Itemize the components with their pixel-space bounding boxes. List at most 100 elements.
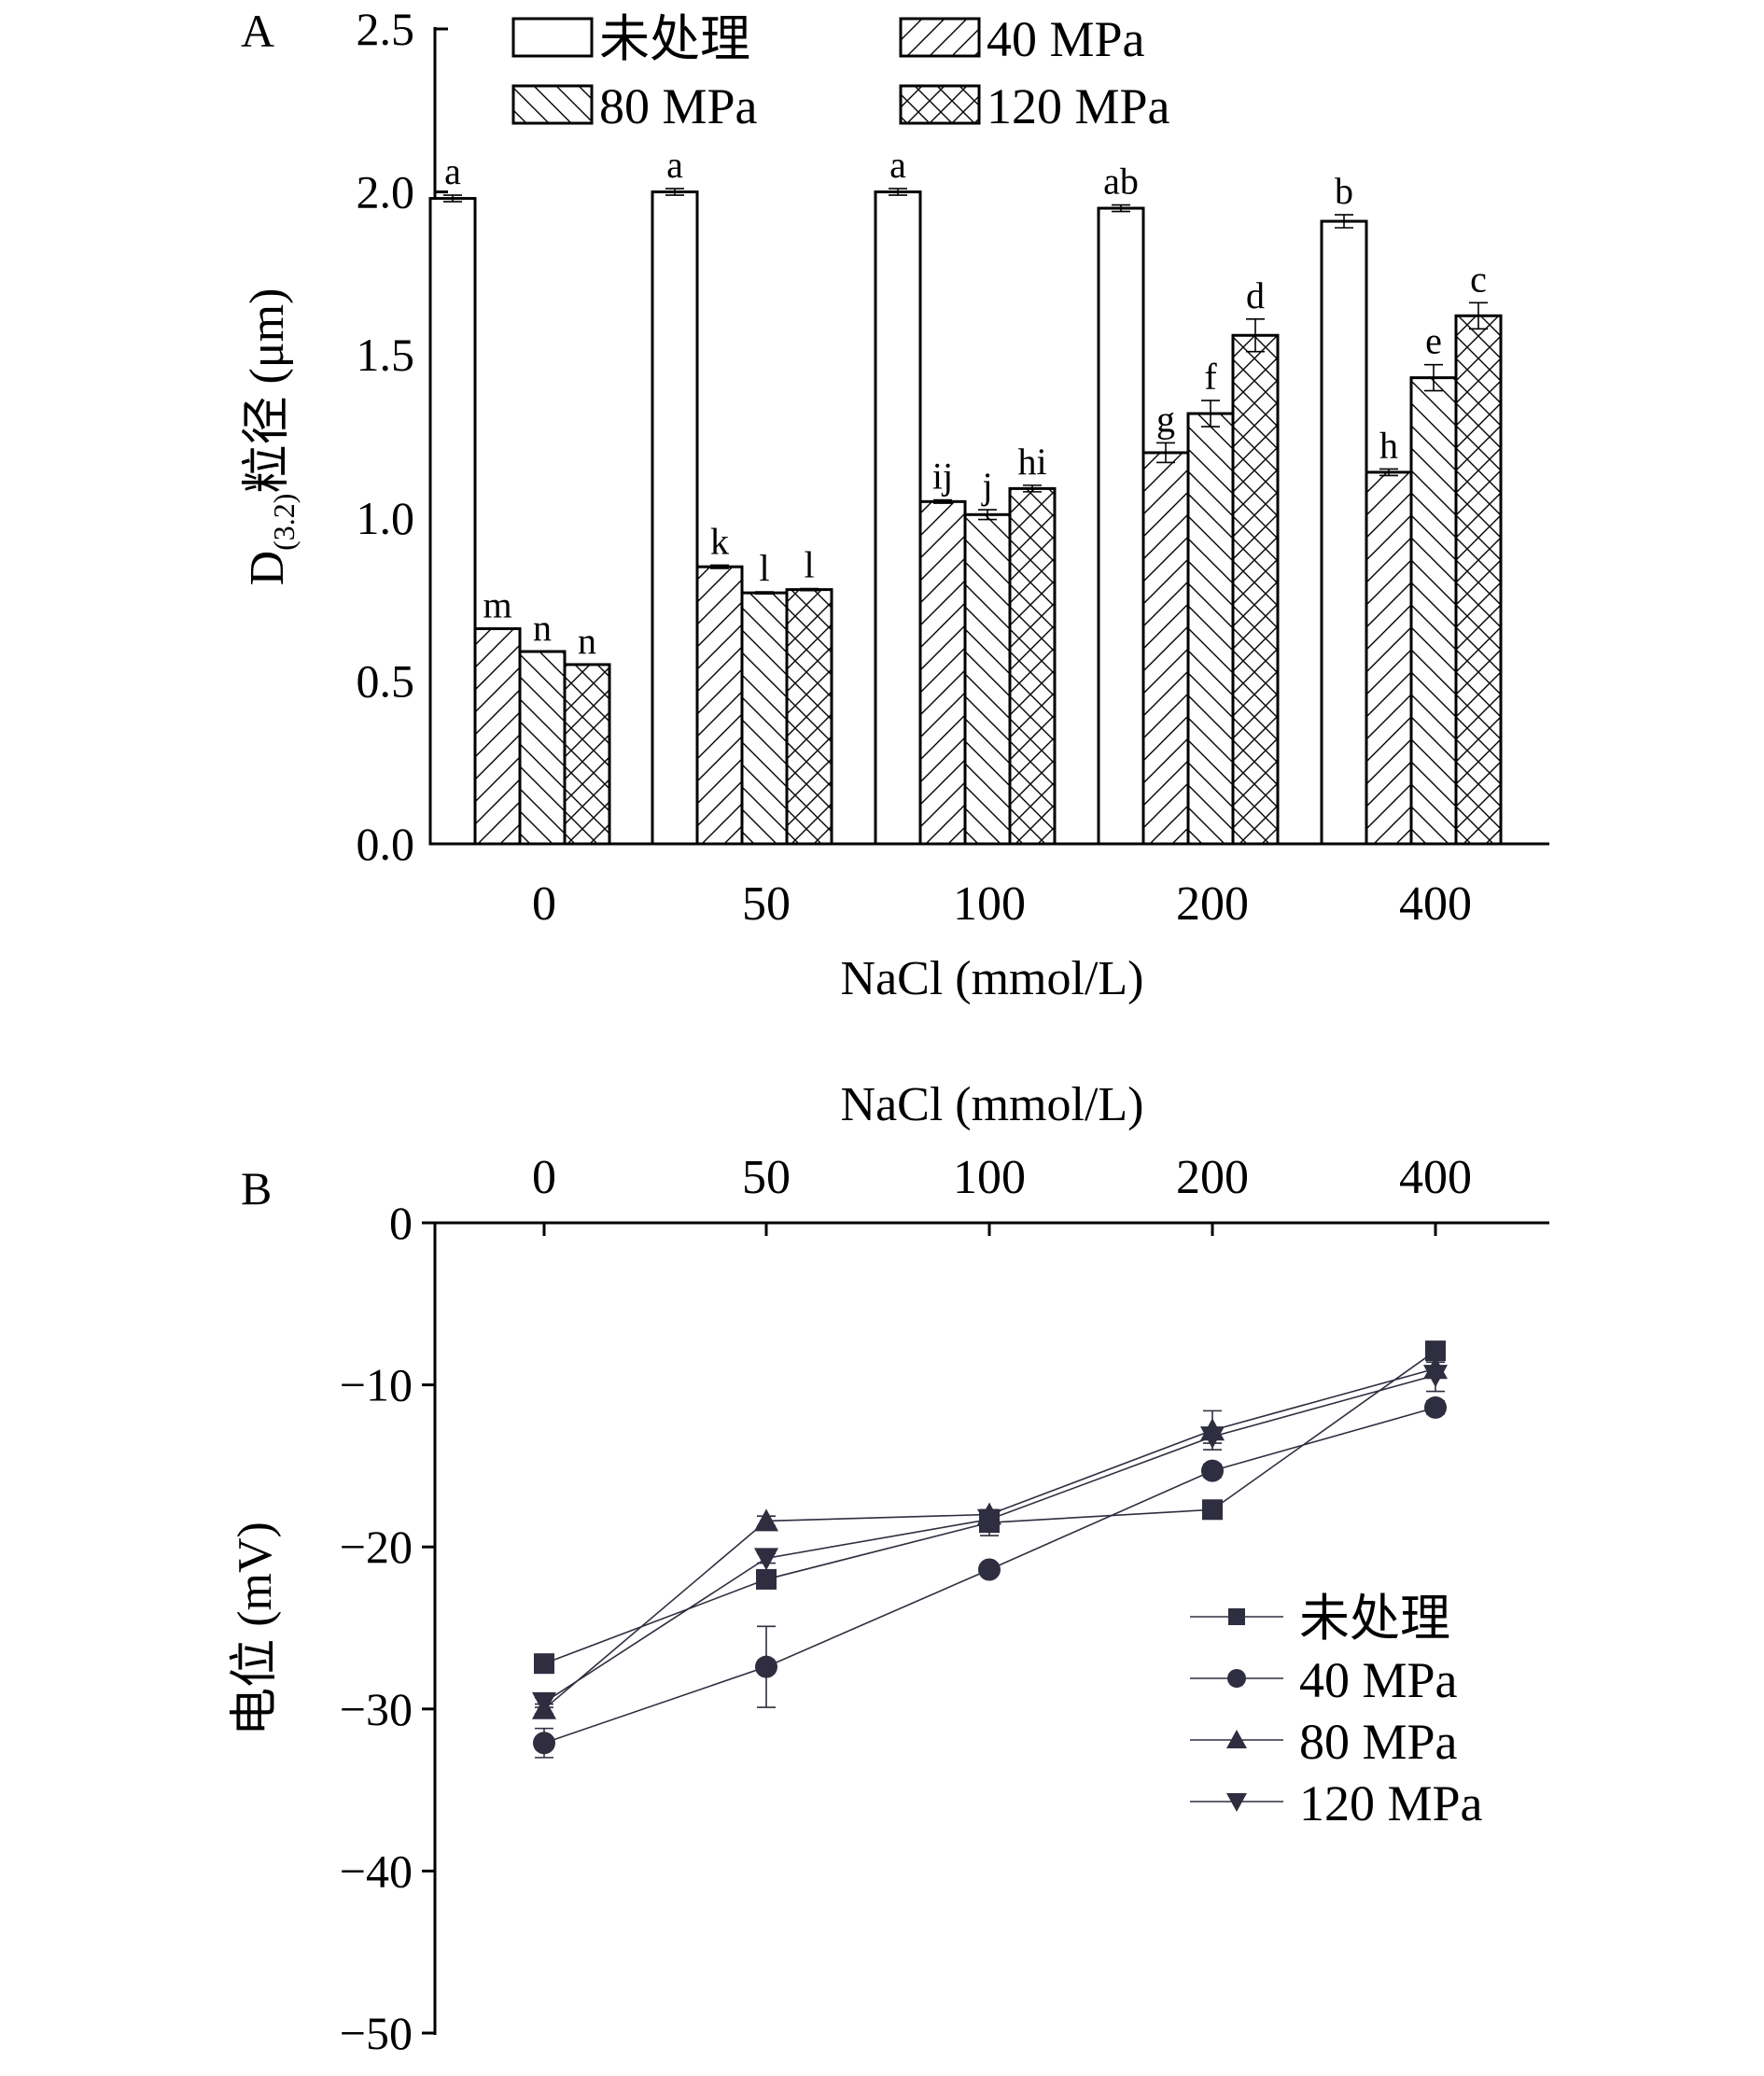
marker-circle	[533, 1732, 555, 1755]
y-tick-label: 0.5	[357, 654, 415, 707]
bar-untreated	[874, 190, 922, 846]
significance-label: b	[1335, 170, 1353, 212]
x-tick-label: 200	[1176, 877, 1249, 931]
bar-120-mpa	[1008, 486, 1057, 846]
legend-label: 未处理	[1299, 1591, 1450, 1647]
legend-label: 未处理	[599, 11, 750, 67]
x-tick-label: 50	[742, 877, 791, 931]
x-tick-label: 400	[1399, 1151, 1472, 1204]
panel-a-y-axis-label: D(3.2)粒径 (μm)	[241, 288, 301, 586]
bar-40-mpa	[695, 565, 744, 846]
marker-triangle-down	[532, 1691, 556, 1715]
marker-circle	[755, 1655, 777, 1678]
significance-label: a	[666, 144, 683, 186]
legend-item-80-mpa: 80 MPa	[1190, 1714, 1458, 1770]
significance-label: n	[533, 607, 552, 649]
legend-label: 120 MPa	[987, 78, 1170, 134]
x-tick-label: 100	[953, 877, 1026, 931]
marker-triangle-up	[1226, 1730, 1247, 1748]
y-tick-label: −20	[340, 1521, 413, 1573]
bar-80-mpa	[1409, 376, 1458, 846]
bar-120-mpa	[1454, 314, 1503, 846]
legend-item-120-mpa: 120 MPa	[1190, 1775, 1483, 1831]
y-tick-label: 0	[389, 1197, 413, 1249]
panel-a-bar-chart: A 0.0 0.5 1.0 1.5 2.0 2.5 0 50 100 200 400 D(3.2)粒…	[241, 3, 1549, 1005]
series-120-mpa	[532, 1358, 1448, 1715]
y-tick-label: 1.0	[357, 492, 415, 544]
bar-untreated	[1097, 206, 1145, 846]
y-tick-label: −30	[340, 1683, 413, 1735]
marker-circle	[1227, 1669, 1246, 1688]
marker-square	[534, 1653, 554, 1675]
marker-triangle-down	[1423, 1365, 1448, 1388]
y-tick-label: 1.5	[357, 329, 415, 381]
x-tick-label: 400	[1399, 877, 1472, 931]
marker-triangle-down	[754, 1548, 778, 1571]
bar-group-100: a ij jhi	[874, 144, 1057, 846]
significance-label: a	[444, 150, 461, 192]
legend-swatch	[899, 17, 981, 58]
bar-group-400: b h ec	[1320, 170, 1503, 846]
y-tick-label: 2.0	[357, 166, 415, 218]
panel-b-x-axis-label: NaCl (mmol/L)	[841, 1078, 1144, 1131]
legend-item-40-mpa: 40 MPa	[1190, 1652, 1458, 1708]
marker-triangle-up	[754, 1508, 778, 1532]
x-tick-label: 100	[953, 1151, 1026, 1204]
marker-square	[1425, 1340, 1446, 1362]
significance-label: d	[1246, 274, 1265, 316]
significance-label: n	[578, 620, 596, 662]
y-tick-label: −40	[340, 1845, 413, 1897]
panel-b-series	[532, 1340, 1448, 1759]
significance-label: ab	[1103, 161, 1139, 203]
panel-a-x-axis-label: NaCl (mmol/L)	[841, 952, 1144, 1005]
marker-square	[1202, 1499, 1223, 1521]
significance-label: h	[1379, 424, 1398, 466]
panel-b-line-chart: B NaCl (mmol/L) 0 −10 −20 −30 −40 −50 0 50 100 20…	[229, 1078, 1549, 2059]
legend-label: 40 MPa	[987, 11, 1145, 67]
legend-item-120-mpa: 120 MPa	[899, 78, 1170, 134]
significance-label: k	[710, 520, 729, 562]
legend-label: 120 MPa	[1299, 1775, 1483, 1831]
significance-label: l	[759, 547, 769, 589]
y-label-rest: 粒径 (μm)	[241, 288, 294, 494]
bar-untreated	[651, 190, 699, 846]
legend-label: 80 MPa	[599, 78, 758, 134]
series-40-mpa	[533, 1396, 1447, 1759]
x-tick-label: 200	[1176, 1151, 1249, 1204]
marker-circle	[978, 1558, 1001, 1581]
marker-circle	[1424, 1396, 1447, 1419]
significance-label: g	[1156, 398, 1175, 440]
legend-item-80-mpa: 80 MPa	[511, 78, 758, 134]
x-tick-label: 0	[532, 1151, 556, 1204]
significance-label: m	[483, 584, 511, 626]
bar-group-200: ab gfd	[1097, 161, 1280, 846]
marker-triangle-down	[1200, 1426, 1225, 1450]
legend-swatch	[511, 17, 594, 58]
bar-40-mpa	[918, 499, 967, 846]
legend-item-untreated: 未处理	[511, 11, 750, 67]
bar-group-0: amn n	[428, 150, 611, 846]
bar-80-mpa	[1186, 412, 1235, 846]
significance-label: ij	[932, 456, 953, 498]
significance-label: e	[1425, 320, 1442, 362]
bar-80-mpa	[518, 650, 567, 846]
bar-80-mpa	[963, 512, 1012, 846]
bar-120-mpa	[563, 663, 611, 846]
marker-square	[1228, 1608, 1245, 1625]
panel-b-label: B	[241, 1162, 272, 1214]
y-tick-label: 0.0	[357, 818, 415, 870]
y-tick-label: −50	[340, 2007, 413, 2059]
y-tick-label: 2.5	[357, 3, 415, 55]
marker-triangle-down	[1226, 1793, 1247, 1812]
significance-label: l	[804, 544, 814, 586]
bar-120-mpa	[785, 588, 833, 846]
legend-item-40-mpa: 40 MPa	[899, 11, 1145, 67]
panel-b-y-axis-label: 电位 (mV)	[229, 1522, 282, 1736]
y-tick-label: −10	[340, 1359, 413, 1411]
significance-label: a	[889, 144, 906, 186]
panel-a-legend: 未处理 40 MPa 80 MPa 120 MPa	[511, 11, 1170, 134]
bar-120-mpa	[1231, 333, 1280, 846]
bar-40-mpa	[1365, 470, 1413, 846]
legend-item-untreated: 未处理	[1190, 1591, 1450, 1647]
